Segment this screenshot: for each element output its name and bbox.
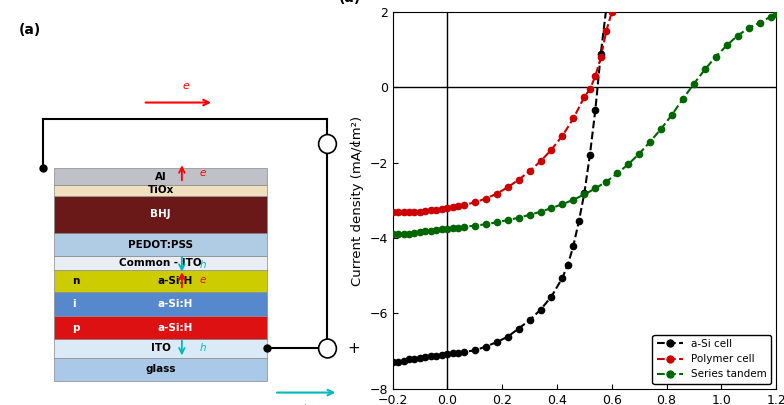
FancyBboxPatch shape [54, 233, 267, 256]
Text: e: e [200, 168, 206, 178]
FancyBboxPatch shape [54, 339, 267, 358]
Text: −: − [347, 136, 360, 151]
Text: h: h [200, 343, 206, 353]
Text: h: h [303, 404, 310, 405]
Text: Al: Al [154, 172, 166, 182]
Text: a-Si:H: a-Si:H [157, 276, 192, 286]
Text: (a): (a) [19, 23, 41, 37]
Y-axis label: Current density (mA/cm²): Current density (mA/cm²) [350, 115, 364, 286]
Text: e: e [200, 275, 206, 285]
Text: a-Si:H: a-Si:H [157, 323, 192, 333]
Text: TiOx: TiOx [147, 185, 174, 195]
FancyBboxPatch shape [54, 256, 267, 270]
Text: p: p [72, 323, 79, 333]
FancyBboxPatch shape [54, 292, 267, 316]
FancyBboxPatch shape [54, 358, 267, 381]
Text: BHJ: BHJ [151, 209, 171, 220]
Text: e: e [182, 81, 189, 91]
Text: PEDOT:PSS: PEDOT:PSS [128, 239, 193, 249]
Circle shape [318, 339, 336, 358]
Legend: a-Si cell, Polymer cell, Series tandem: a-Si cell, Polymer cell, Series tandem [652, 335, 771, 384]
Text: glass: glass [145, 364, 176, 374]
Text: Common - ITO: Common - ITO [119, 258, 201, 268]
Text: i: i [72, 299, 75, 309]
Circle shape [318, 134, 336, 153]
Text: (a): (a) [339, 0, 361, 4]
Text: h: h [200, 260, 206, 269]
FancyBboxPatch shape [54, 270, 267, 292]
Text: +: + [347, 341, 360, 356]
Text: ITO: ITO [151, 343, 170, 354]
FancyBboxPatch shape [54, 316, 267, 339]
Text: a-Si:H: a-Si:H [157, 299, 192, 309]
FancyBboxPatch shape [54, 185, 267, 196]
Text: n: n [72, 276, 79, 286]
FancyBboxPatch shape [54, 196, 267, 233]
FancyBboxPatch shape [54, 168, 267, 185]
